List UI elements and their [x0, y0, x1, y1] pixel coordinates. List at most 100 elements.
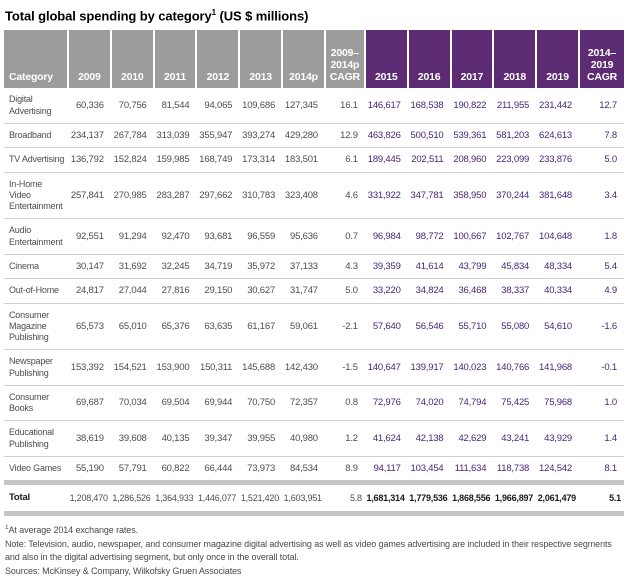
- table-cell: 355,947: [196, 123, 240, 149]
- table-cell: 429,280: [282, 123, 325, 149]
- page-title-footnote-marker: 1: [211, 8, 217, 17]
- table-cell: 69,944: [196, 385, 240, 422]
- table-cell: 173,314: [239, 147, 283, 173]
- table-cell: 48,334: [536, 254, 579, 280]
- table-cell: 233,876: [536, 147, 579, 173]
- page-title-main: Total global spending by category: [5, 8, 212, 24]
- table-cell: 136,792: [68, 147, 111, 173]
- table-cell: 41,614: [407, 254, 451, 280]
- table-cell: 27,044: [110, 278, 154, 304]
- table-cell: 8.9: [324, 456, 365, 484]
- table-cell: 31,692: [110, 254, 154, 280]
- table-cell: 32,245: [153, 254, 197, 280]
- table-row: Digital Advertising 60,336 70,756 81,544 94,…: [4, 88, 624, 124]
- table-row: Out-of-Home 24,817 27,044 27,816 29,150 30,62…: [4, 278, 624, 304]
- table-cell: 7.8: [579, 123, 624, 149]
- table-cell: 5.0: [324, 278, 365, 304]
- table-cell: 36,468: [450, 278, 494, 304]
- table-cell: 92,551: [68, 218, 111, 255]
- table-cell: 57,791: [110, 456, 154, 484]
- page-title-suffix: (US $ millions): [216, 8, 309, 24]
- table-header-row: Category 2009 2010 2011 2012 2013 2014p 2009– 2…: [4, 30, 624, 89]
- table-cell: 270,985: [110, 172, 154, 220]
- table-cell: 43,929: [536, 420, 579, 457]
- table-cell: 211,955: [493, 88, 537, 124]
- table-cell: 63,635: [196, 303, 240, 351]
- column-header: 2017: [449, 30, 494, 89]
- row-category: Audio Entertainment: [4, 218, 68, 255]
- table-cell: 33,220: [364, 278, 408, 304]
- table-cell: 59,061: [282, 303, 325, 351]
- table-cell: 96,559: [239, 218, 283, 255]
- table-cell: 111,634: [450, 456, 494, 484]
- table-cell: 331,922: [364, 172, 408, 220]
- table-cell: 140,023: [450, 349, 494, 386]
- table-cell: 72,976: [364, 385, 408, 422]
- table-cell: 98,772: [407, 218, 451, 255]
- table-cell: 103,454: [407, 456, 451, 484]
- table-cell: 234,137: [68, 123, 111, 149]
- table-cell: -2.1: [324, 303, 365, 351]
- table-cell: 1,364,933: [153, 480, 197, 517]
- table-cell: 202,511: [407, 147, 451, 173]
- table-cell: 93,681: [196, 218, 240, 255]
- table-cell: 39,347: [196, 420, 240, 457]
- footnote-sources: Sources: McKinsey & Company, Wilkofsky G…: [5, 565, 242, 576]
- column-header: 2009: [67, 30, 111, 89]
- table-cell: 4.3: [324, 254, 365, 280]
- table-row: Audio Entertainment 92,551 91,294 92,470 93,…: [4, 218, 624, 255]
- table-cell: 4.9: [579, 278, 624, 304]
- table-cell: 1,286,526: [110, 480, 154, 517]
- row-category: Cinema: [4, 254, 68, 280]
- table-cell: 168,749: [196, 147, 240, 173]
- table-cell: 208,960: [450, 147, 494, 173]
- table-row: Cinema 30,147 31,692 32,245 34,719 35,972 37,1…: [4, 254, 624, 280]
- column-header: 2010: [109, 30, 154, 89]
- table-cell: 95,636: [282, 218, 325, 255]
- row-category: Out-of-Home: [4, 278, 68, 304]
- table-cell: 57,640: [364, 303, 408, 351]
- table-cell: 29,150: [196, 278, 240, 304]
- table-cell: 55,710: [450, 303, 494, 351]
- table-cell: 12.9: [324, 123, 365, 149]
- table-cell: 16.1: [324, 88, 365, 124]
- table-cell: 39,608: [110, 420, 154, 457]
- table-cell: 109,686: [239, 88, 283, 124]
- table-cell: 223,099: [493, 147, 537, 173]
- table-cell: 37,133: [282, 254, 325, 280]
- table-cell: 1,868,556: [450, 480, 494, 517]
- table-cell: 31,747: [282, 278, 325, 304]
- table-cell: 1,521,420: [239, 480, 283, 517]
- column-header: 2014– 2019 CAGR: [578, 30, 624, 89]
- column-header: 2009– 2014p CAGR: [323, 30, 365, 89]
- table-cell: 65,010: [110, 303, 154, 351]
- table-cell: 5.1: [579, 480, 624, 517]
- table-cell: 1.0: [579, 385, 624, 422]
- table-head: Category 2009 2010 2011 2012 2013 2014p 2009– 2…: [4, 30, 624, 89]
- table-cell: 40,980: [282, 420, 325, 457]
- table-cell: 45,834: [493, 254, 537, 280]
- table-cell: 94,117: [364, 456, 408, 484]
- column-header-category: Category: [4, 30, 68, 89]
- table-cell: 61,167: [239, 303, 283, 351]
- table-cell: 150,311: [196, 349, 240, 386]
- table-cell: 55,080: [493, 303, 537, 351]
- table-cell: 84,534: [282, 456, 325, 484]
- column-header: 2013: [238, 30, 283, 89]
- row-category: Consumer Books: [4, 385, 68, 422]
- table-cell: 65,376: [153, 303, 197, 351]
- table-cell: 500,510: [407, 123, 451, 149]
- row-category: Digital Advertising: [4, 88, 68, 124]
- table-cell: 153,900: [153, 349, 197, 386]
- table-cell: 102,767: [493, 218, 537, 255]
- column-header: 2014p: [281, 30, 325, 89]
- table-cell: 70,750: [239, 385, 283, 422]
- footnote-note: Note: Television, audio, newspaper, and …: [5, 538, 612, 563]
- table-cell: 141,968: [536, 349, 579, 386]
- table-row: Consumer Books 69,687 70,034 69,504 69,944 70…: [4, 385, 624, 422]
- spending-table: Category 2009 2010 2011 2012 2013 2014p 2009– 2…: [4, 30, 624, 517]
- table-cell: 5.0: [579, 147, 624, 173]
- table-cell: 231,442: [536, 88, 579, 124]
- table-cell: 183,501: [282, 147, 325, 173]
